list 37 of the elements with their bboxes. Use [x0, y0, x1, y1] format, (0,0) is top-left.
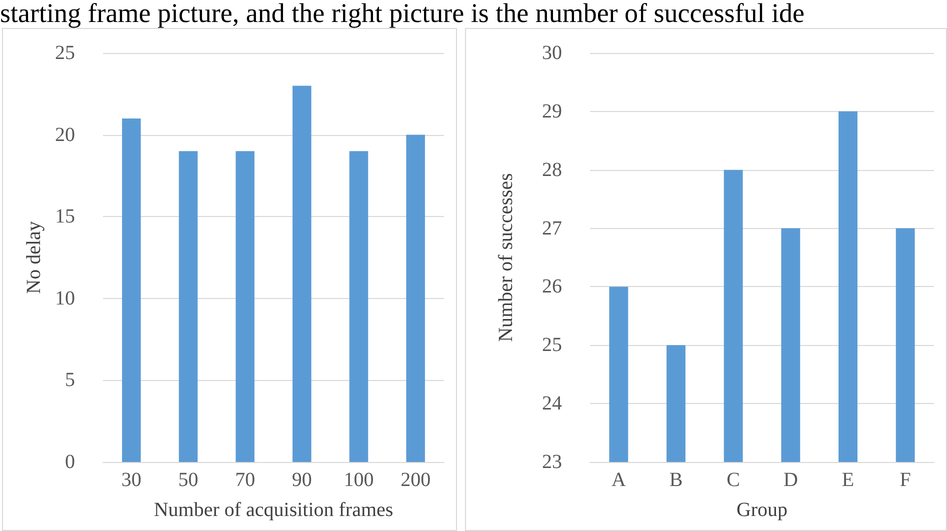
y-tick-label: 24	[542, 392, 562, 415]
bar	[349, 151, 368, 462]
y-tick-label: 20	[55, 124, 75, 146]
x-tick-label: D	[783, 469, 798, 491]
x-tick-label: 70	[235, 469, 256, 491]
y-tick-label: 5	[65, 369, 75, 392]
y-tick-label: 15	[55, 206, 75, 228]
y-tick-label: 26	[542, 276, 562, 298]
y-tick-label: 28	[542, 158, 562, 181]
y-tick-label: 10	[55, 287, 75, 310]
x-axis-title: Number of acquisition frames	[154, 499, 394, 521]
x-tick-label: 100	[344, 469, 374, 491]
y-axis-title: No delay	[23, 221, 46, 294]
x-tick-label: 50	[178, 469, 198, 491]
y-tick-label: 25	[55, 42, 75, 64]
x-tick-label: F	[900, 469, 911, 491]
y-axis-title: Number of successes	[495, 172, 517, 342]
x-tick-label: C	[726, 469, 740, 491]
y-tick-label: 27	[542, 217, 562, 240]
bar	[406, 134, 425, 462]
y-tick-label: 30	[542, 42, 562, 64]
x-tick-label: 200	[400, 469, 431, 491]
bar	[236, 151, 254, 462]
y-tick-label: 29	[542, 100, 562, 122]
y-tick-label: 23	[542, 451, 562, 473]
text: starting frame picture, and the right picture is the number of successful ide	[0, 0, 804, 28]
x-tick-label: 30	[121, 469, 142, 491]
bar	[122, 118, 141, 462]
x-tick-label: E	[842, 469, 854, 491]
bar	[178, 151, 198, 462]
x-axis-title: Group	[736, 499, 788, 521]
y-tick-label: 25	[542, 334, 562, 356]
x-tick-label: A	[611, 469, 626, 491]
bar	[292, 86, 312, 462]
x-tick-label: B	[669, 469, 683, 491]
x-tick-label: 90	[292, 469, 312, 491]
y-tick-label: 0	[65, 451, 75, 473]
